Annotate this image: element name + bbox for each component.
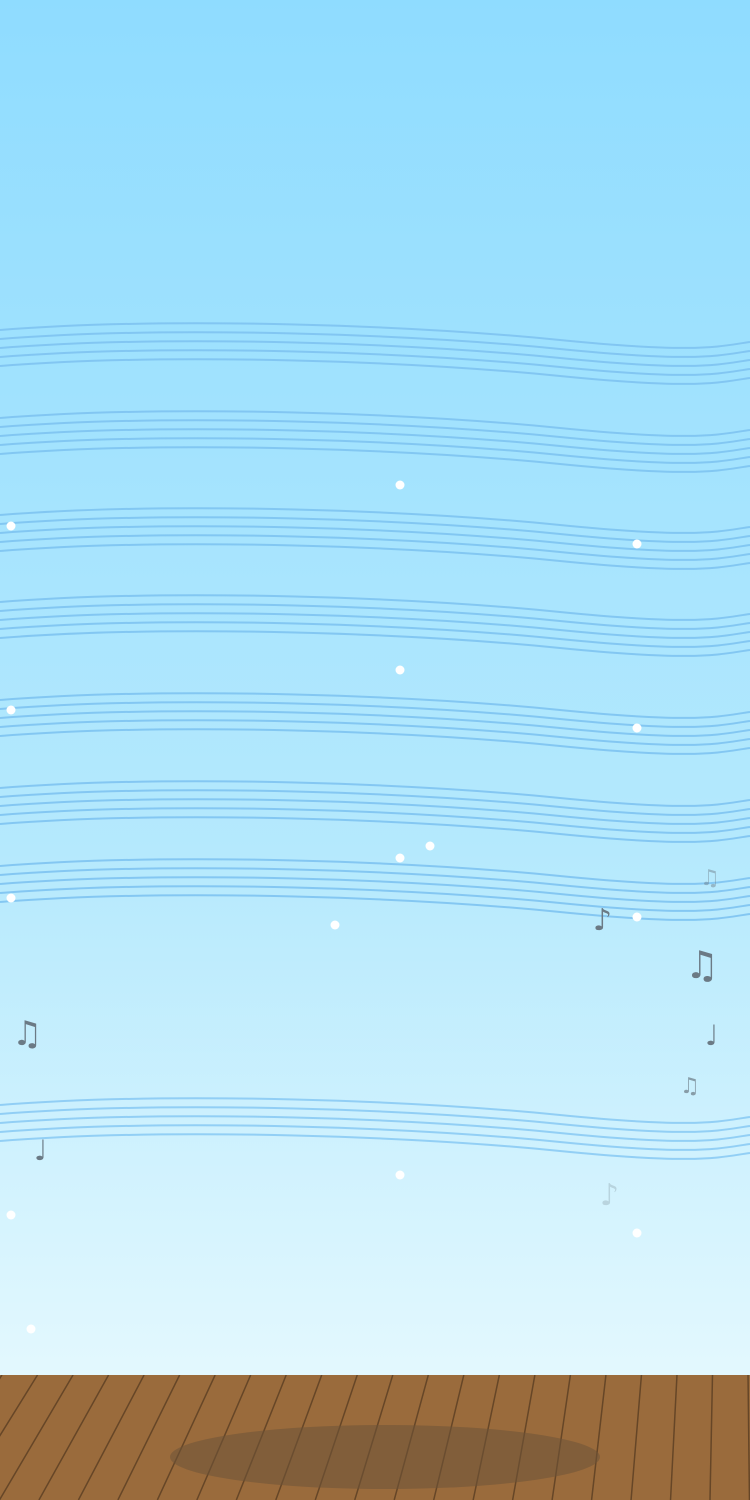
floor-board-line (630, 1375, 643, 1500)
wooden-stage-floor (0, 1375, 750, 1500)
music-staff (0, 780, 750, 843)
floor-board-line (590, 1375, 607, 1500)
sparkle-dot (26, 1324, 36, 1334)
floor-board-line (38, 1375, 110, 1500)
music-staff (0, 858, 750, 921)
sparkle-dot (6, 893, 16, 903)
beamed-eighth-notes-icon: ♫ (680, 1074, 700, 1099)
sparkle-dot (6, 521, 16, 531)
floor-board-line (77, 1375, 145, 1500)
floor-board-line (747, 1375, 750, 1500)
beamed-eighth-notes-icon: ♫ (12, 1014, 42, 1054)
sparkle-dot (632, 912, 642, 922)
sparkle-dot (395, 480, 405, 490)
floor-board-line (0, 1375, 74, 1500)
floor-board-line (117, 1375, 181, 1500)
quarter-note-icon: ♩ (705, 1019, 718, 1052)
music-staff (0, 692, 750, 755)
eighth-note-icon: ♪ (600, 1178, 619, 1213)
music-note-group: ♫♪♫♩♫♩♪♫ (12, 866, 720, 1213)
sparkle-dot (632, 1228, 642, 1238)
music-staff (0, 507, 750, 570)
music-staff-group (0, 322, 750, 1160)
sparkle-dot (6, 705, 16, 715)
quarter-note-icon: ♩ (34, 1134, 47, 1167)
floor-board-line (669, 1375, 678, 1500)
sparkle-dot (330, 920, 340, 930)
sparkle-dot (6, 1210, 16, 1220)
beamed-eighth-notes-icon: ♫ (700, 866, 720, 891)
floor-board-line (0, 1375, 39, 1437)
floor-board-line (551, 1375, 572, 1500)
floor-board-line (156, 1375, 216, 1500)
sparkle-dot (395, 1170, 405, 1180)
sky-background (0, 0, 750, 1375)
sparkle-dot (632, 539, 642, 549)
floor-board-line (709, 1375, 714, 1500)
music-staff (0, 322, 750, 385)
sparkle-dot (395, 665, 405, 675)
music-staff (0, 1097, 750, 1160)
music-staff (0, 410, 750, 473)
sparkle-dot (395, 853, 405, 863)
eighth-note-icon: ♪ (593, 903, 612, 938)
beamed-eighth-notes-icon: ♫ (685, 943, 719, 987)
sparkle-dot-group (0, 0, 750, 1375)
stage-shadow (170, 1425, 600, 1489)
music-staff (0, 594, 750, 657)
sparkle-dot (425, 841, 435, 851)
sparkle-dot (632, 723, 642, 733)
